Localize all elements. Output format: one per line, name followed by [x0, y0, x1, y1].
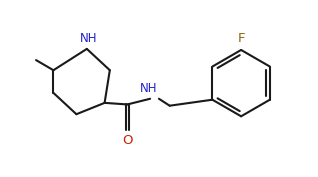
Text: NH: NH: [80, 32, 97, 45]
Text: O: O: [122, 135, 133, 147]
Text: F: F: [237, 32, 245, 45]
Text: NH: NH: [140, 82, 158, 95]
